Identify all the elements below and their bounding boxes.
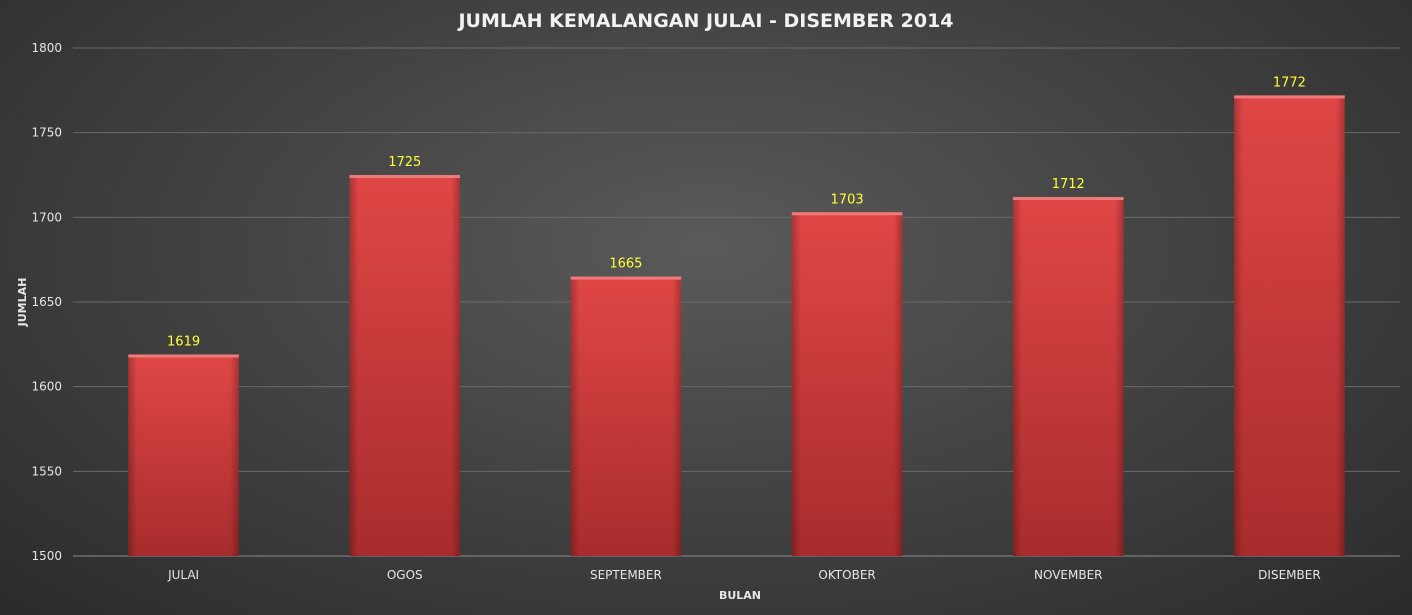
y-tick-label: 1650 [31, 295, 62, 309]
x-axis-ticks: JULAI OGOS SEPTEMBER OKTOBER NOVEMBER DISEMBE… [167, 568, 1321, 582]
data-labels: 1619 1725 1665 1703 1712 1772 [167, 75, 1306, 349]
bar-highlight [349, 175, 461, 178]
data-label: 1665 [609, 257, 642, 272]
bar-highlight [791, 212, 903, 216]
bar-shading [1234, 95, 1345, 556]
bar-shading [349, 175, 461, 556]
bar-highlight [1012, 197, 1124, 201]
data-label: 1619 [167, 334, 200, 349]
y-tick-label: 1600 [31, 380, 62, 394]
y-tick-label: 1750 [31, 126, 62, 140]
data-label: 1725 [388, 155, 421, 170]
data-label: 1772 [1273, 75, 1306, 90]
x-tick-label: JULAI [167, 568, 199, 582]
bar-highlight [128, 354, 239, 358]
bar-shading [128, 354, 239, 556]
x-tick-label: SEPTEMBER [590, 568, 662, 582]
data-label: 1703 [831, 192, 864, 207]
gridlines [73, 47, 1400, 557]
y-tick-label: 1550 [31, 464, 62, 478]
y-axis-title: JUMLAH [16, 278, 29, 328]
chart-title: JUMLAH KEMALANGAN JULAI - DISEMBER 2014 [456, 10, 953, 32]
data-label: 1712 [1052, 177, 1085, 192]
y-tick-label: 1500 [31, 549, 62, 563]
bar-shading [570, 276, 682, 556]
bar-shading [791, 212, 903, 556]
x-axis-title: BULAN [719, 589, 761, 602]
bar-highlight [1234, 95, 1345, 99]
y-tick-label: 1800 [31, 41, 62, 55]
x-tick-label: OKTOBER [818, 568, 875, 582]
x-tick-label: DISEMBER [1258, 568, 1320, 582]
x-tick-label: NOVEMBER [1034, 568, 1103, 582]
y-tick-label: 1700 [31, 210, 62, 224]
bar-highlight [570, 276, 682, 280]
y-axis-ticks: 1500 1550 1600 1650 1700 1750 1800 [31, 41, 62, 563]
bars [128, 95, 1345, 556]
x-tick-label: OGOS [387, 568, 423, 582]
bar-shading [1012, 197, 1124, 556]
